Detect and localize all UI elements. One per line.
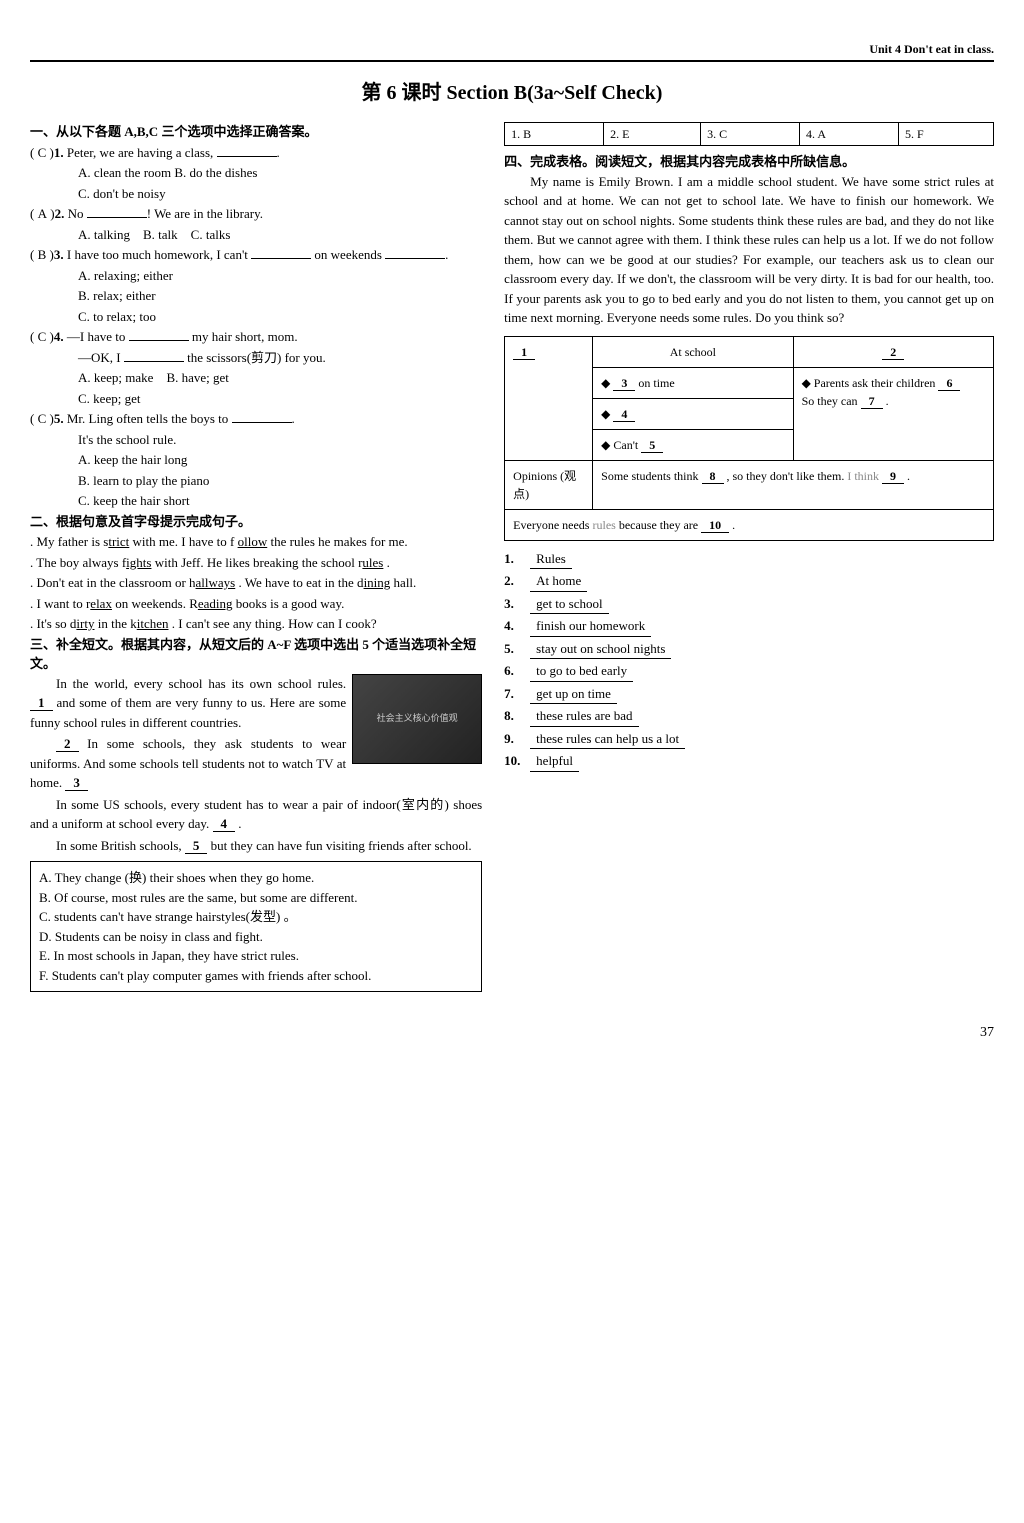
section4-heading: 四、完成表格。阅读短文，根据其内容完成表格中所缺信息。 — [504, 152, 994, 172]
s2-4: . I want to relax on weekends. Reading b… — [30, 594, 482, 614]
ans-2: 2. E — [604, 123, 701, 146]
q2-answer: A — [38, 206, 47, 221]
q5-opt-b: B. learn to play the piano — [30, 471, 482, 491]
right-column: 1. B 2. E 3. C 4. A 5. F 四、完成表格。阅读短文，根据其… — [504, 122, 994, 992]
q1-answer: C — [38, 145, 47, 160]
a4-9: 9.these rules can help us a lot — [504, 729, 994, 750]
opt-a: A. They change (换) their shoes when they… — [39, 868, 473, 888]
q2-opts: A. talking B. talk C. talks — [30, 225, 482, 245]
building-image: 社会主义核心价值观 — [352, 674, 482, 764]
s4-passage-text: My name is Emily Brown. I am a middle sc… — [504, 172, 994, 328]
tbl-hdr-school: At school — [593, 336, 793, 367]
content-columns: 一、从以下各题 A,B,C 三个选项中选择正确答案。 ( C )1. Peter… — [30, 122, 994, 992]
q4-opt-ab: A. keep; make B. have; get — [30, 368, 482, 388]
q4-answer: C — [38, 329, 47, 344]
section3-options-box: A. They change (换) their shoes when they… — [30, 861, 482, 992]
left-column: 一、从以下各题 A,B,C 三个选项中选择正确答案。 ( C )1. Peter… — [30, 122, 482, 992]
opt-b: B. Of course, most rules are the same, b… — [39, 888, 473, 908]
s3-p3: In some US schools, every student has to… — [30, 795, 482, 834]
tbl-r1c2: Parents ask their children 6 So they can… — [793, 367, 993, 460]
ans-4: 4. A — [800, 123, 899, 146]
q1-opt-ab: A. clean the room B. do the dishes — [30, 163, 482, 183]
s2-2: . The boy always fights with Jeff. He li… — [30, 553, 482, 573]
section4-answer-list: 1.Rules 2.At home 3.get to school 4.fini… — [504, 549, 994, 772]
tbl-r1c1: 3 on time — [593, 367, 793, 398]
s2-5: . It's so dirty in the kitchen . I can't… — [30, 614, 482, 634]
opt-e: E. In most schools in Japan, they have s… — [39, 946, 473, 966]
unit-header: Unit 4 Don't eat in class. — [30, 40, 994, 62]
tbl-col1-blank1: 1 — [505, 336, 593, 460]
q3-opt-b: B. relax; either — [30, 286, 482, 306]
lesson-title: 第 6 课时 Section B(3a~Self Check) — [30, 78, 994, 108]
section4-passage: My name is Emily Brown. I am a middle sc… — [504, 172, 994, 328]
s3-p4: In some British schools, 5 but they can … — [30, 836, 482, 856]
a4-3: 3.get to school — [504, 594, 994, 615]
a4-4: 4.finish our homework — [504, 616, 994, 637]
q5-line2: It's the school rule. — [30, 430, 482, 450]
a4-8: 8.these rules are bad — [504, 706, 994, 727]
q2-stem: ( A )2. No ! We are in the library. — [30, 204, 482, 224]
a4-2: 2.At home — [504, 571, 994, 592]
q4-opt-c: C. keep; get — [30, 389, 482, 409]
q3-opt-a: A. relaxing; either — [30, 266, 482, 286]
section4-table: 1 At school 2 3 on time Parents ask thei… — [504, 336, 994, 541]
a4-1: 1.Rules — [504, 549, 994, 570]
section1-heading: 一、从以下各题 A,B,C 三个选项中选择正确答案。 — [30, 122, 482, 142]
opt-f: F. Students can't play computer games wi… — [39, 966, 473, 986]
q4-line2: —OK, I the scissors(剪刀) for you. — [30, 348, 482, 368]
a4-10: 10.helpful — [504, 751, 994, 772]
a4-5: 5.stay out on school nights — [504, 639, 994, 660]
ans-5: 5. F — [898, 123, 993, 146]
s2-1: . My father is strict with me. I have to… — [30, 532, 482, 552]
a4-7: 7.get up on time — [504, 684, 994, 705]
tbl-hdr-blank2: 2 — [793, 336, 993, 367]
section3-heading: 三、补全短文。根据其内容，从短文后的 A~F 选项中选出 5 个适当选项补全短文… — [30, 635, 482, 674]
q5-answer: C — [38, 411, 47, 426]
ans-3: 3. C — [701, 123, 800, 146]
q4-stem: ( C )4. —I have to my hair short, mom. — [30, 327, 482, 347]
q3-answer: B — [38, 247, 47, 262]
section3-answer-strip: 1. B 2. E 3. C 4. A 5. F — [504, 122, 994, 146]
tbl-r2c1: 4 — [593, 398, 793, 429]
opt-c: C. students can't have strange hairstyle… — [39, 907, 473, 927]
section3-passage: 社会主义核心价值观 In the world, every school has… — [30, 674, 482, 856]
q3-opt-c: C. to relax; too — [30, 307, 482, 327]
q1-stem: ( C )1. Peter, we are having a class, . — [30, 143, 482, 163]
ans-1: 1. B — [505, 123, 604, 146]
tbl-opinions-text: Some students think 8 , so they don't li… — [593, 460, 994, 509]
page-number: 37 — [30, 1022, 994, 1043]
q1-opt-c: C. don't be noisy — [30, 184, 482, 204]
q3-stem: ( B )3. I have too much homework, I can'… — [30, 245, 482, 265]
q5-opt-c: C. keep the hair short — [30, 491, 482, 511]
s2-3: . Don't eat in the classroom or hallways… — [30, 573, 482, 593]
tbl-everyone: Everyone needs rules because they are 10… — [505, 509, 994, 540]
q5-opt-a: A. keep the hair long — [30, 450, 482, 470]
a4-6: 6.to go to bed early — [504, 661, 994, 682]
section2-heading: 二、根据句意及首字母提示完成句子。 — [30, 512, 482, 532]
tbl-r3c1: Can't 5 — [593, 429, 793, 460]
tbl-opinions-label: Opinions (观点) — [505, 460, 593, 509]
opt-d: D. Students can be noisy in class and fi… — [39, 927, 473, 947]
q5-stem: ( C )5. Mr. Ling often tells the boys to… — [30, 409, 482, 429]
